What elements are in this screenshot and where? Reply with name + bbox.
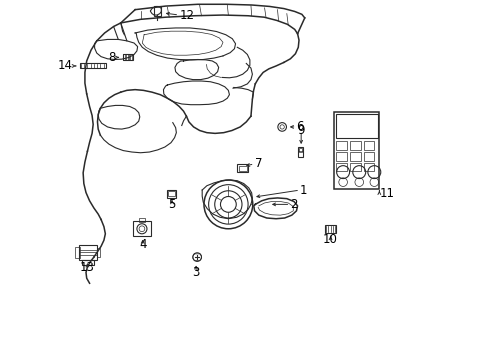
Text: 11: 11 [379, 187, 393, 200]
Text: 10: 10 [323, 233, 337, 246]
Bar [349, 163, 360, 171]
Bar [122, 54, 132, 60]
Text: 1: 1 [300, 184, 307, 197]
Bar [167, 190, 176, 198]
Bar [349, 141, 360, 150]
Text: 7: 7 [254, 157, 262, 170]
Bar [333, 112, 378, 189]
Bar [336, 141, 346, 150]
Bar [363, 141, 373, 150]
Bar [79, 245, 97, 260]
Bar [154, 6, 160, 17]
Bar [97, 248, 100, 257]
Text: 2: 2 [290, 198, 297, 211]
Bar [80, 63, 106, 68]
Bar [238, 166, 246, 171]
Text: 3: 3 [192, 266, 200, 279]
Bar [298, 148, 301, 152]
Bar [325, 225, 335, 233]
Text: 13: 13 [80, 261, 95, 274]
Bar [336, 152, 346, 161]
Text: 4: 4 [139, 238, 146, 251]
Bar [82, 260, 94, 265]
Bar [336, 163, 346, 171]
Text: 5: 5 [168, 198, 175, 211]
Bar [133, 221, 150, 236]
Bar [335, 114, 377, 138]
Bar [349, 152, 360, 161]
Text: 12: 12 [179, 9, 194, 22]
Text: 14: 14 [58, 59, 73, 72]
Text: 9: 9 [297, 124, 305, 137]
Bar [75, 247, 80, 258]
Text: 8: 8 [108, 51, 115, 64]
Bar [363, 163, 373, 171]
Text: 6: 6 [296, 121, 304, 134]
Bar [297, 147, 303, 157]
Bar [168, 192, 175, 197]
Bar [237, 164, 247, 172]
Bar [139, 218, 144, 222]
Bar [363, 152, 373, 161]
